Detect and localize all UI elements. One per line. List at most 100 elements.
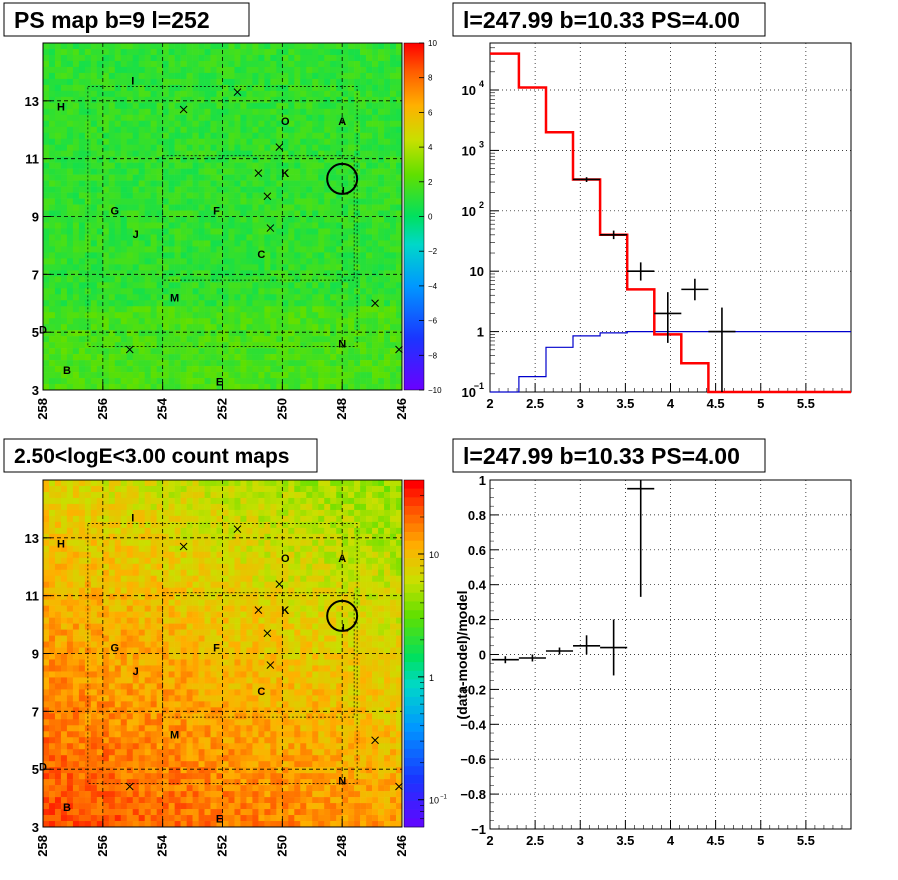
heatmap-cell [43,648,49,654]
heatmap-cell [360,372,366,378]
heatmap-cell [366,43,372,49]
heatmap-cell [240,354,246,360]
heatmap-cell [157,378,163,384]
heatmap-cell [103,534,109,540]
heatmap-cell [336,85,342,91]
heatmap-cell [205,222,211,228]
heatmap-cell [163,630,169,636]
heatmap-cell [294,175,300,181]
heatmap-cell [312,384,318,390]
heatmap-cell [103,576,109,582]
heatmap-cell [145,677,151,683]
heatmap-cell [234,282,240,288]
heatmap-cell [270,270,276,276]
heatmap-cell [366,306,372,312]
heatmap-cell [91,606,97,612]
heatmap-cell [139,588,145,594]
heatmap-cell [300,336,306,342]
heatmap-cell [49,689,55,695]
heatmap-cell [211,85,217,91]
heatmap-cell [169,707,175,713]
heatmap-cell [258,139,264,145]
heatmap-cell [139,785,145,791]
heatmap-cell [342,276,348,282]
heatmap-cell [193,169,199,175]
heatmap-cell [264,163,270,169]
heatmap-cell [205,300,211,306]
heatmap-cell [336,324,342,330]
heatmap-cell [139,318,145,324]
heatmap-cell [103,288,109,294]
heatmap-cell [228,240,234,246]
heatmap-cell [67,163,73,169]
heatmap-cell [372,384,378,390]
heatmap-cell [139,689,145,695]
heatmap-cell [258,97,264,103]
heatmap-cell [157,803,163,809]
heatmap-cell [145,354,151,360]
heatmap-cell [193,234,199,240]
heatmap-cell [324,378,330,384]
heatmap-cell [378,360,384,366]
heatmap-cell [366,139,372,145]
heatmap-cell [67,785,73,791]
heatmap-cell [234,181,240,187]
heatmap-cell [133,312,139,318]
heatmap-cell [234,246,240,252]
heatmap-cell [372,151,378,157]
heatmap-cell [169,85,175,91]
heatmap-cell [103,737,109,743]
heatmap-cell [264,306,270,312]
heatmap-cell [103,222,109,228]
heatmap-cell [97,175,103,181]
heatmap-cell [246,97,252,103]
heatmap-cell [157,534,163,540]
heatmap-cell [133,606,139,612]
count-map-title: 2.50<logE<3.00 count maps [14,445,289,468]
heatmap-cell [318,73,324,79]
heatmap-cell [252,103,258,109]
heatmap-cell [145,384,151,390]
heatmap-cell [384,300,390,306]
heatmap-cell [372,264,378,270]
heatmap-cell [300,127,306,133]
heatmap-cell [157,743,163,749]
heatmap-cell [306,228,312,234]
heatmap-cell [109,767,115,773]
heatmap-cell [163,169,169,175]
heatmap-cell [55,187,61,193]
heatmap-cell [121,43,127,49]
heatmap-cell [300,318,306,324]
heatmap-cell [49,624,55,630]
heatmap-cell [330,342,336,348]
heatmap-cell [258,300,264,306]
heatmap-cell [103,234,109,240]
heatmap-cell [330,139,336,145]
heatmap-cell [55,73,61,79]
heatmap-cell [294,336,300,342]
heatmap-cell [61,354,67,360]
heatmap-cell [127,749,133,755]
heatmap-cell [97,606,103,612]
colorbar-tick-label: 4 [428,143,433,152]
heatmap-cell [121,384,127,390]
heatmap-cell [91,546,97,552]
heatmap-cell [324,252,330,258]
heatmap-cell [115,121,121,127]
heatmap-cell [300,366,306,372]
heatmap-cell [121,103,127,109]
heatmap-cell [121,612,127,618]
heatmap-cell [115,773,121,779]
heatmap-cell [360,79,366,85]
heatmap-cell [91,151,97,157]
heatmap-cell [121,49,127,55]
heatmap-cell [217,43,223,49]
heatmap-cell [67,246,73,252]
heatmap-cell [228,366,234,372]
heatmap-cell [151,49,157,55]
heatmap-cell [205,157,211,163]
heatmap-cell [163,528,169,534]
heatmap-cell [61,510,67,516]
heatmap-cell [55,654,61,660]
heatmap-cell [288,336,294,342]
